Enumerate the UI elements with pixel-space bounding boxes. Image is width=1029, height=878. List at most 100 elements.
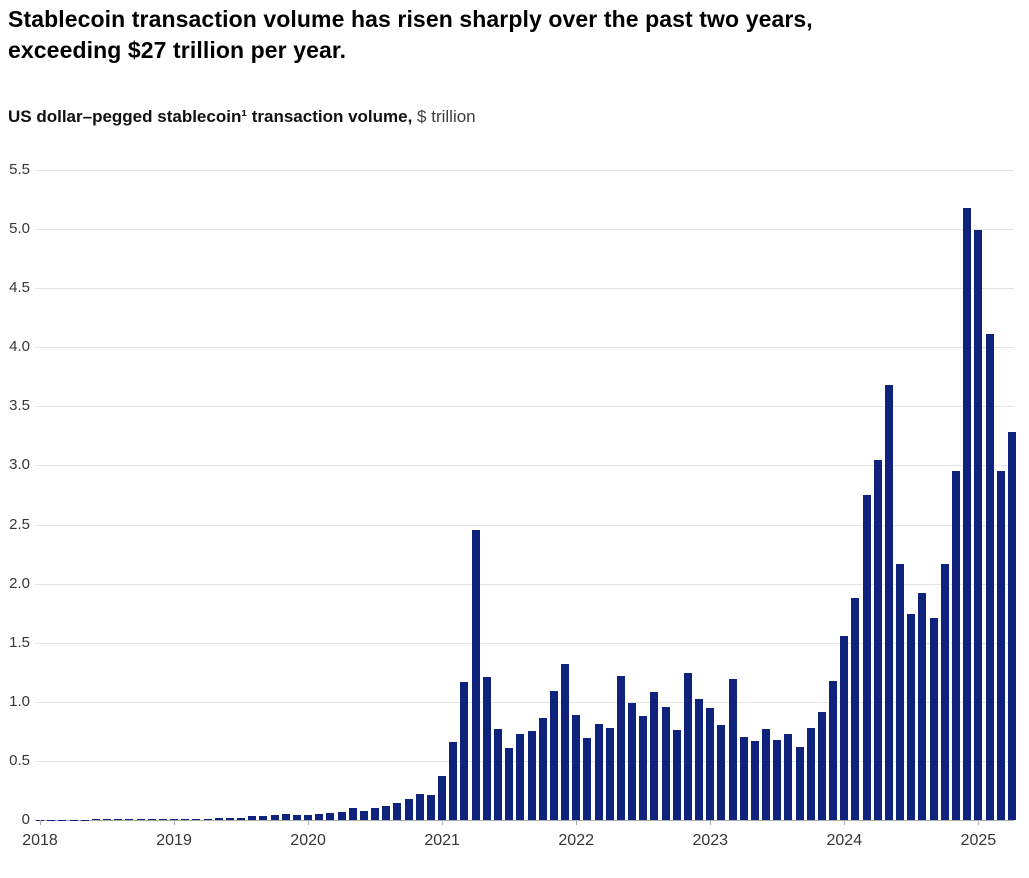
chart-subtitle-label: US dollar–pegged stablecoin¹ transaction… — [8, 107, 413, 126]
x-tick-label-2022: 2022 — [558, 832, 594, 849]
bar-2023-01 — [706, 707, 715, 820]
gridline-3.5 — [35, 406, 1014, 408]
bar-2024-04 — [873, 459, 882, 820]
x-tick-2018 — [40, 820, 41, 825]
page-title-line1: Stablecoin transaction volume has risen … — [8, 6, 813, 32]
bar-2018-08 — [114, 819, 123, 820]
bar-2021-05 — [482, 677, 491, 820]
bar-2022-01 — [572, 714, 581, 820]
y-tick-label-3.5: 3.5 — [9, 397, 30, 415]
bar-2023-05 — [750, 740, 759, 820]
bar-2024-06 — [896, 563, 905, 820]
bar-2020-01 — [304, 815, 313, 820]
gridline-1.5 — [35, 642, 1014, 644]
bar-2024-08 — [918, 593, 927, 820]
y-tick-label-0.5: 0.5 — [9, 751, 30, 769]
bar-2019-02 — [181, 818, 190, 820]
page-title: Stablecoin transaction volume has risen … — [8, 4, 1018, 66]
x-tick-2019 — [174, 820, 176, 825]
chart-subtitle-unit: $ trillion — [417, 107, 476, 126]
x-axis-line — [35, 820, 1014, 821]
bar-2022-11 — [683, 673, 692, 820]
bar-2024-11 — [952, 471, 960, 820]
bar-2021-08 — [516, 733, 525, 820]
bar-2022-07 — [639, 716, 648, 820]
y-tick-label-4.0: 4.0 — [9, 338, 30, 356]
bar-2023-09 — [795, 746, 804, 820]
bar-2020-06 — [359, 810, 368, 820]
bar-2024-09 — [929, 617, 938, 820]
bar-2022-03 — [594, 724, 603, 820]
y-tick-label-4.5: 4.5 — [9, 279, 30, 297]
bar-2023-03 — [728, 679, 737, 820]
bar-2018-09 — [125, 819, 134, 820]
x-tick-2020 — [308, 820, 310, 825]
gridline-5.0 — [35, 229, 1014, 231]
x-tick-2023 — [710, 820, 712, 825]
bar-2023-08 — [784, 733, 793, 820]
gridline-1.0 — [35, 701, 1014, 703]
x-tick-label-2019: 2019 — [156, 832, 192, 849]
x-tick-label-2021: 2021 — [424, 832, 460, 849]
bar-2024-02 — [851, 597, 860, 820]
bar-2019-06 — [225, 818, 234, 820]
chart-subtitle: US dollar–pegged stablecoin¹ transaction… — [8, 107, 1018, 127]
y-tick-label-2.0: 2.0 — [9, 574, 30, 592]
bar-2018-10 — [136, 819, 145, 820]
bar-2020-07 — [371, 808, 380, 820]
bar-2019-01 — [170, 818, 179, 820]
bar-2021-10 — [538, 718, 547, 820]
x-tick-label-2023: 2023 — [692, 832, 729, 849]
bar-2019-08 — [248, 815, 257, 820]
bar-2019-03 — [192, 818, 201, 820]
bar-2022-12 — [695, 699, 704, 820]
bar-2022-06 — [628, 703, 637, 820]
y-tick-label-5.5: 5.5 — [9, 161, 30, 178]
bar-2019-10 — [270, 815, 279, 820]
bar-2025-02 — [985, 334, 994, 820]
bar-2024-03 — [862, 495, 871, 820]
bar-2018-11 — [147, 819, 156, 820]
gridline-2.0 — [35, 583, 1014, 585]
bar-2019-11 — [281, 814, 290, 820]
bar-2023-04 — [739, 737, 748, 820]
bar-2023-07 — [773, 739, 782, 820]
gridline-3.0 — [35, 465, 1014, 467]
bar-2019-05 — [214, 818, 223, 820]
gridline-4.0 — [35, 347, 1014, 349]
y-tick-label-1.0: 1.0 — [9, 692, 30, 710]
bar-2021-09 — [527, 731, 536, 820]
y-tick-label-1.5: 1.5 — [9, 633, 30, 651]
bar-2020-08 — [382, 805, 391, 820]
x-tick-2025 — [978, 820, 980, 825]
bar-2021-01 — [438, 776, 447, 820]
bar-2019-09 — [259, 816, 268, 820]
bar-2024-01 — [840, 635, 849, 820]
bar-2020-03 — [326, 812, 335, 820]
bar-2023-02 — [717, 725, 726, 820]
bar-2025-01 — [974, 230, 983, 820]
bar-2024-10 — [940, 563, 949, 820]
bar-2018-12 — [158, 818, 167, 820]
x-tick-label-2025: 2025 — [960, 832, 997, 849]
bar-2021-06 — [494, 729, 502, 820]
bar-2020-12 — [426, 795, 435, 820]
x-tick-label-2024: 2024 — [826, 832, 863, 849]
bar-2022-05 — [616, 675, 625, 820]
bar-2023-11 — [817, 712, 826, 820]
y-tick-label-0: 0 — [21, 811, 30, 828]
plot-area — [35, 170, 1016, 820]
bar-2022-09 — [661, 706, 670, 820]
bar-2023-10 — [806, 727, 815, 820]
bar-2019-12 — [292, 815, 301, 820]
bar-2021-02 — [449, 742, 458, 820]
bar-2022-04 — [605, 727, 614, 820]
x-tick-2022 — [576, 820, 578, 825]
bar-2021-12 — [561, 664, 570, 820]
x-tick-2024 — [844, 820, 846, 825]
bar-2022-02 — [583, 738, 592, 820]
bar-2022-08 — [650, 692, 659, 820]
gridline-5.5 — [35, 170, 1014, 171]
bar-2024-07 — [907, 614, 916, 820]
